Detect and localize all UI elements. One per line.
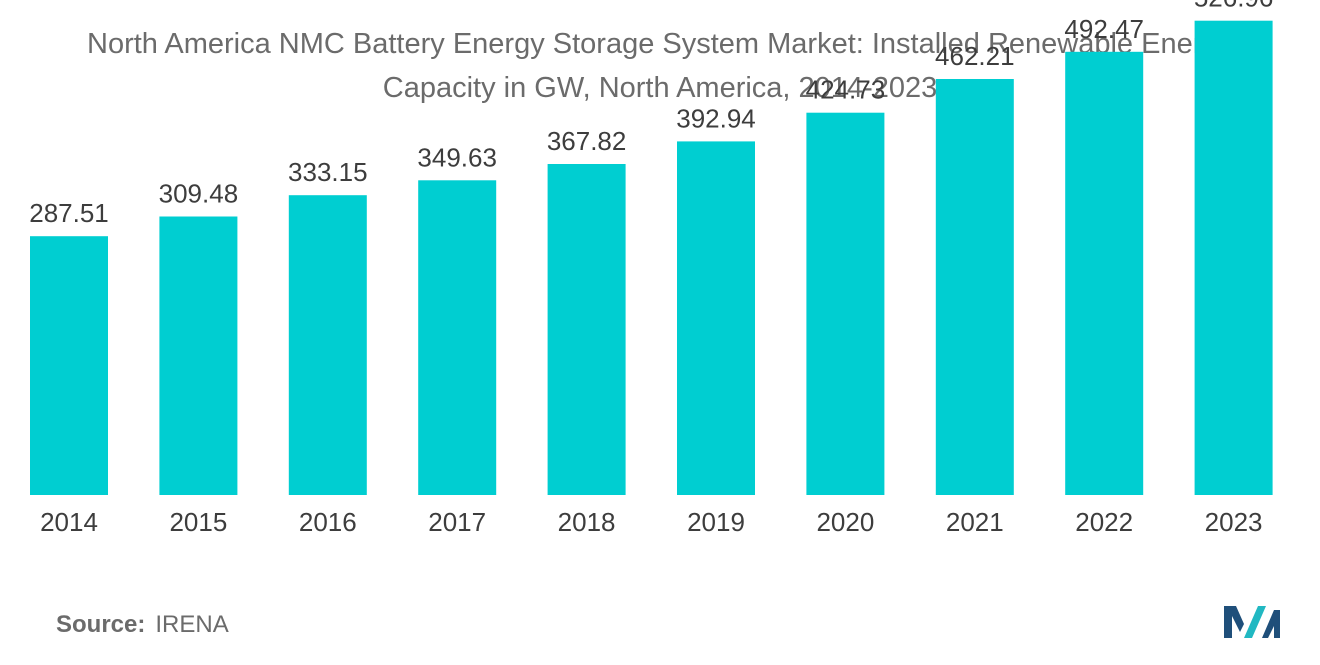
source-label: Source:	[56, 611, 146, 638]
data-labels: 287.51 309.48 333.15 349.63 367.82 392.94 424.…	[29, 0, 1273, 228]
bar-2019	[677, 141, 755, 495]
bar-chart: 287.51 309.48 333.15 349.63 367.82 392.94 424.…	[29, 0, 1273, 537]
bar-2018	[547, 164, 626, 495]
bar-2023	[1194, 20, 1273, 495]
bars	[30, 20, 1273, 496]
bar-2022	[1065, 51, 1144, 496]
data-label-2022: 492.47	[1064, 14, 1144, 44]
mordor-intelligence-logo-icon	[1224, 606, 1280, 638]
data-label-2021: 462.21	[935, 41, 1015, 71]
data-label-2015: 309.48	[159, 179, 239, 209]
x-tick-2015: 2015	[169, 507, 227, 537]
data-label-2016: 333.15	[288, 157, 368, 187]
chart-title-line-2: Capacity in GW, North America, 2014-2023	[382, 72, 938, 104]
x-tick-2014: 2014	[40, 507, 98, 537]
x-tick-2023: 2023	[1205, 507, 1263, 537]
x-tick-2016: 2016	[299, 507, 357, 537]
data-label-2017: 349.63	[417, 142, 497, 172]
bar-2020	[806, 112, 885, 495]
bar-2016	[288, 195, 367, 495]
x-axis-tick-labels: 2014 2015 2016 2017 2018 2019 2020 2021 2022 2023	[40, 507, 1262, 537]
source-note: Source: IRENA	[56, 611, 229, 639]
x-tick-2019: 2019	[687, 507, 745, 537]
bar-2015	[159, 216, 238, 495]
x-tick-2020: 2020	[816, 507, 874, 537]
data-label-2019: 392.94	[676, 103, 756, 133]
data-label-2018: 367.82	[547, 126, 627, 156]
bar-2014	[30, 236, 108, 495]
source-value: IRENA	[155, 611, 229, 638]
chart-title: North America NMC Battery Energy Storage…	[0, 22, 1320, 110]
bar-2021	[935, 79, 1014, 495]
data-label-2023: 526.96	[1194, 0, 1274, 13]
x-tick-2022: 2022	[1075, 507, 1133, 537]
bar-2017	[418, 180, 497, 496]
x-tick-2018: 2018	[558, 507, 616, 537]
data-label-2020: 424.73	[806, 75, 886, 105]
x-tick-2021: 2021	[946, 507, 1004, 537]
x-tick-2017: 2017	[428, 507, 486, 537]
chart-title-line-1: North America NMC Battery Energy Storage…	[87, 28, 1233, 60]
data-label-2014: 287.51	[29, 198, 109, 228]
